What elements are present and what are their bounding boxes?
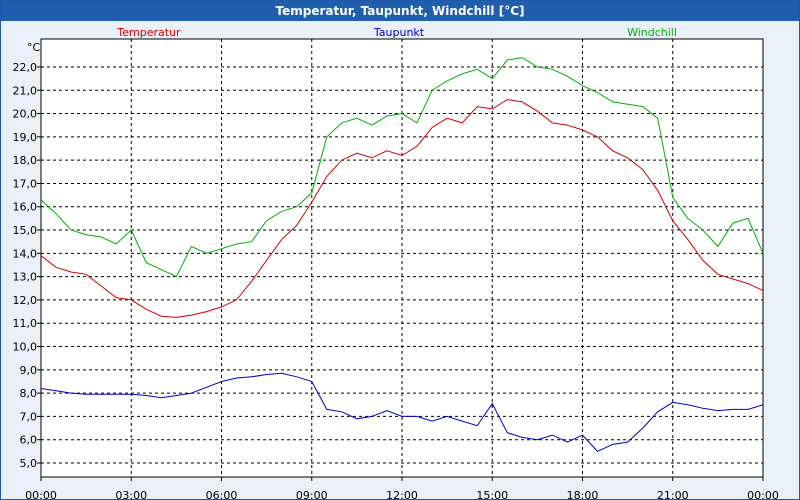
series-line-temperatur <box>40 99 764 318</box>
chart-title: Temperatur, Taupunkt, Windchill [°C] <box>1 1 799 21</box>
legend-item: Windchill <box>627 26 677 39</box>
series-line-taupunkt <box>40 372 764 453</box>
y-tick-label: 13,0 <box>13 271 38 284</box>
y-tick-label: 5,0 <box>20 457 38 470</box>
x-axis-ticks: 00:0001.06.1403:0001.06.1406:0001.06.140… <box>25 477 779 499</box>
y-tick-label: 17,0 <box>13 177 38 190</box>
y-tick-label: 21,0 <box>13 84 38 97</box>
x-tick-time: 09:00 <box>296 489 328 499</box>
x-tick-time: 03:00 <box>115 489 147 499</box>
grid <box>41 39 763 477</box>
x-tick-time: 21:00 <box>657 489 689 499</box>
series-line-windchill <box>40 57 764 278</box>
y-axis-ticks: 5,0 6,0 7,0 8,0 9,0 10,0 11,0 12,0 13,0 14,0 15,0 1… <box>13 61 41 470</box>
y-tick-label: 10,0 <box>13 341 38 354</box>
legend-item: Temperatur <box>116 26 181 39</box>
x-tick-time: 15:00 <box>476 489 508 499</box>
x-tick-time: 00:00 <box>747 489 779 499</box>
y-tick-label: 22,0 <box>13 61 38 74</box>
y-axis-label: °C <box>27 41 41 54</box>
y-tick-label: 15,0 <box>13 224 38 237</box>
y-tick-label: 12,0 <box>13 294 38 307</box>
y-tick-label: 18,0 <box>13 154 38 167</box>
y-tick-label: 14,0 <box>13 247 38 260</box>
legend: Temperatur Taupunkt Windchill <box>116 26 677 39</box>
y-tick-label: 7,0 <box>20 410 38 423</box>
y-tick-label: 20,0 <box>13 108 38 121</box>
y-tick-label: 9,0 <box>20 364 38 377</box>
y-tick-label: 16,0 <box>13 201 38 214</box>
line-chart: 5,0 6,0 7,0 8,0 9,0 10,0 11,0 12,0 13,0 14,0 15,0 1… <box>13 26 779 499</box>
x-tick-time: 06:00 <box>206 489 238 499</box>
x-tick-time: 00:00 <box>25 489 57 499</box>
y-tick-label: 8,0 <box>20 387 38 400</box>
x-tick-time: 12:00 <box>386 489 418 499</box>
y-tick-label: 11,0 <box>13 317 38 330</box>
y-tick-label: 19,0 <box>13 131 38 144</box>
y-tick-label: 6,0 <box>20 434 38 447</box>
series-lines <box>40 57 764 453</box>
x-tick-time: 18:00 <box>567 489 599 499</box>
legend-item: Taupunkt <box>373 26 425 39</box>
